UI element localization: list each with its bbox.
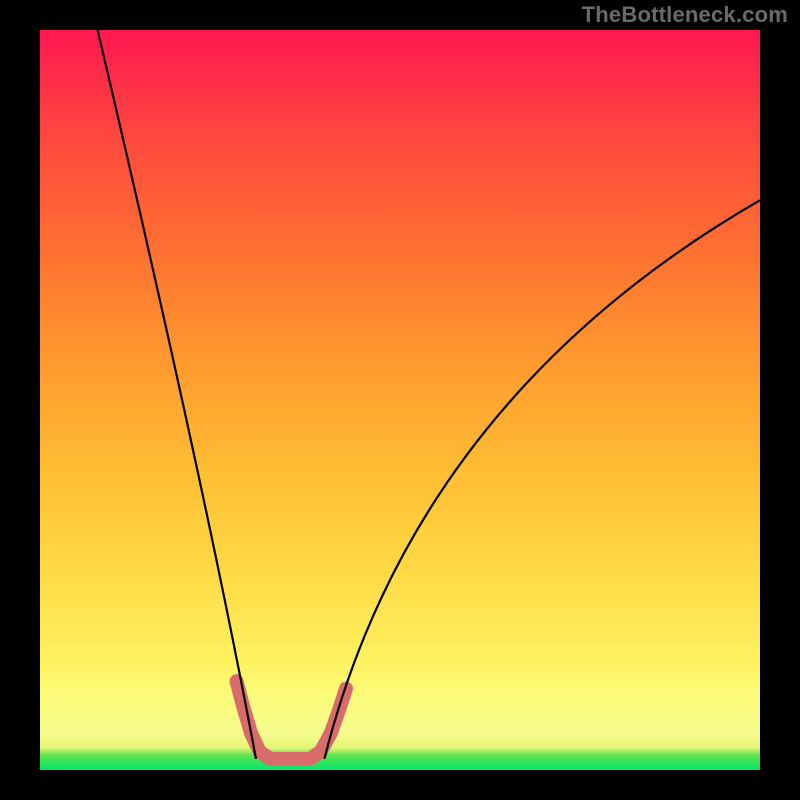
plot-area [40,30,760,770]
chart-stage: TheBottleneck.com [0,0,800,800]
bottleneck-chart [40,30,760,770]
watermark-text: TheBottleneck.com [582,2,788,28]
gradient-background [40,30,760,770]
